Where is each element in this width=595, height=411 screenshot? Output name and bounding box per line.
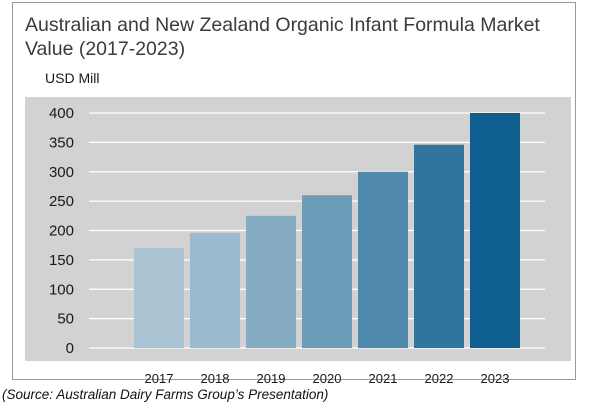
chart-title: Australian and New Zealand Organic Infan… (25, 14, 540, 60)
x-tick-label: 2021 (369, 371, 398, 386)
bar-2017 (134, 248, 184, 348)
bar-2023 (470, 113, 520, 348)
y-axis-unit-label: USD Mill (45, 70, 100, 86)
x-tick-label: 2023 (481, 371, 510, 386)
x-tick-label: 2019 (257, 371, 286, 386)
x-tick-label: 2020 (313, 371, 342, 386)
y-tick-label: 50 (57, 311, 74, 328)
bar-2018 (190, 232, 240, 348)
y-tick-label: 400 (49, 105, 74, 122)
y-tick-label: 200 (49, 223, 74, 240)
source-note: (Source: Australian Dairy Farms Group’s … (2, 387, 329, 402)
x-tick-label: 2022 (425, 371, 454, 386)
y-tick-label: 250 (49, 193, 74, 210)
x-tick-label: 2018 (201, 371, 230, 386)
y-tick-label: 300 (49, 164, 74, 181)
bar-2020 (302, 195, 352, 348)
bar-2019 (246, 215, 296, 348)
y-tick-label: 350 (49, 134, 74, 151)
x-tick-label: 2017 (145, 371, 174, 386)
y-tick-label: 0 (66, 340, 74, 357)
y-tick-label: 100 (49, 281, 74, 298)
bar-2021 (358, 171, 408, 348)
bar-2022 (414, 144, 464, 348)
y-tick-label: 150 (49, 252, 74, 269)
